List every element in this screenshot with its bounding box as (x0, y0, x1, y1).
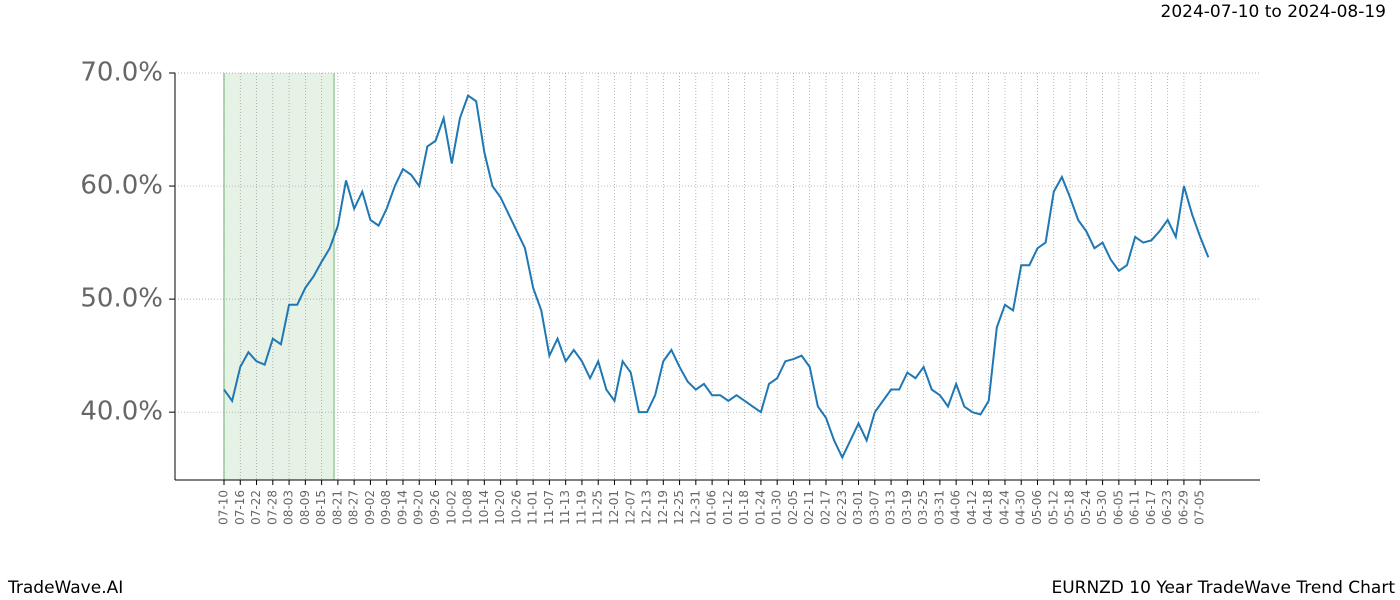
x-tick-label: 03-13 (884, 490, 898, 525)
x-tick-label: 01-12 (721, 490, 735, 525)
x-tick-label: 08-03 (282, 490, 296, 525)
x-tick-label: 04-30 (1014, 490, 1028, 525)
y-tick-label: 40.0% (80, 397, 163, 427)
x-tick-label: 10-20 (493, 490, 507, 525)
x-tick-label: 08-09 (298, 490, 312, 525)
brand: TradeWave.AI (7, 578, 123, 598)
x-tick-label: 09-26 (428, 490, 442, 525)
x-tick-label: 05-06 (1030, 490, 1044, 525)
x-tick-label: 12-13 (640, 490, 654, 525)
x-tick-label: 06-29 (1176, 490, 1190, 525)
x-tick-label: 07-28 (265, 490, 279, 525)
x-tick-label: 07-22 (249, 490, 263, 525)
x-tick-label: 08-21 (330, 490, 344, 525)
x-tick-label: 06-11 (1128, 490, 1142, 525)
x-tick-label: 04-12 (965, 490, 979, 525)
x-tick-label: 03-25 (916, 490, 930, 525)
x-tick-label: 03-07 (867, 490, 881, 525)
x-tick-label: 06-23 (1160, 490, 1174, 525)
x-tick-label: 01-24 (753, 490, 767, 525)
y-tick-label: 50.0% (80, 284, 163, 314)
x-tick-label: 09-02 (363, 490, 377, 525)
x-tick-label: 10-14 (477, 490, 491, 525)
x-tick-label: 09-20 (412, 490, 426, 525)
series-line (223, 94, 1210, 460)
x-tick-label: 09-14 (395, 490, 409, 525)
y-tick-label: 70.0% (80, 58, 163, 88)
x-tick-label: 01-18 (737, 490, 751, 525)
x-tick-label: 07-10 (217, 490, 231, 525)
x-tick-label: 01-06 (705, 490, 719, 525)
x-tick-label: 02-17 (818, 490, 832, 525)
x-tick-label: 08-27 (347, 490, 361, 525)
x-tick-label: 05-30 (1095, 490, 1109, 525)
x-tick-label: 03-19 (900, 490, 914, 525)
x-tick-label: 12-01 (607, 490, 621, 525)
x-tick-label: 08-15 (314, 490, 328, 525)
x-tick-label: 11-13 (558, 490, 572, 525)
x-tick-label: 11-25 (591, 490, 605, 525)
x-tick-label: 04-24 (997, 490, 1011, 525)
x-tick-label: 05-12 (1046, 490, 1060, 525)
x-tick-label: 07-16 (233, 490, 247, 525)
x-tick-label: 02-05 (786, 490, 800, 525)
x-tick-label: 05-18 (1063, 490, 1077, 525)
x-tick-label: 11-19 (574, 490, 588, 525)
x-tick-label: 06-17 (1144, 490, 1158, 525)
x-tick-label: 11-01 (526, 490, 540, 525)
x-tick-label: 04-18 (981, 490, 995, 525)
y-tick-label: 60.0% (80, 171, 163, 201)
x-tick-label: 12-25 (672, 490, 686, 525)
x-tick-label: 02-11 (802, 490, 816, 525)
x-tick-label: 09-08 (379, 490, 393, 525)
x-tick-label: 12-31 (688, 490, 702, 525)
x-tick-label: 03-31 (932, 490, 946, 525)
x-tick-label: 02-23 (835, 490, 849, 525)
x-tick-label: 03-01 (851, 490, 865, 525)
x-tick-label: 12-19 (656, 490, 670, 525)
x-tick-label: 04-06 (949, 490, 963, 525)
x-tick-label: 10-08 (461, 490, 475, 525)
x-tick-label: 11-07 (542, 490, 556, 525)
chart-name: EURNZD 10 Year TradeWave Trend Chart (1051, 578, 1395, 598)
x-tick-label: 10-26 (509, 490, 523, 525)
x-tick-label: 05-24 (1079, 490, 1093, 525)
highlight-span (224, 73, 334, 480)
x-tick-label: 10-02 (444, 490, 458, 525)
x-tick-label: 01-30 (770, 490, 784, 525)
x-tick-label: 12-07 (623, 490, 637, 525)
x-tick-label: 07-05 (1193, 490, 1207, 525)
date-range: 2024-07-10 to 2024-08-19 (1161, 2, 1386, 22)
x-tick-label: 06-05 (1111, 490, 1125, 525)
